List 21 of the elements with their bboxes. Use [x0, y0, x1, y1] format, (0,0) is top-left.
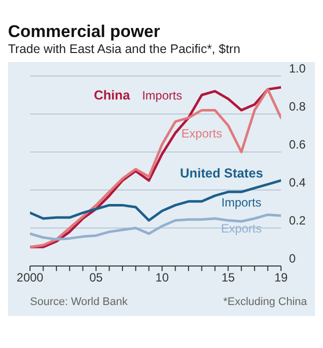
- y-tick-label: 0.8: [289, 99, 306, 114]
- text: *Excluding China: [223, 296, 307, 308]
- y-tick-label: 0.4: [289, 175, 306, 190]
- chart-title: Commercial power: [8, 22, 162, 42]
- x-tick-label: 15: [221, 270, 236, 285]
- series-label: Imports: [142, 88, 182, 102]
- chart-subtitle: Trade with East Asia and the Pacific*, $trn: [8, 42, 242, 58]
- series-label: Imports: [221, 196, 262, 210]
- y-tick-label: 0: [289, 251, 296, 266]
- x-tick-label: 05: [89, 270, 104, 285]
- y-tick-label: 0.6: [289, 137, 306, 152]
- y-tick-label: 0.2: [289, 213, 306, 228]
- annotation: United States: [180, 166, 264, 181]
- series-label: Exports: [181, 126, 222, 140]
- x-tick-label: 10: [155, 270, 170, 285]
- x-tick-label: 2000: [16, 270, 44, 285]
- series-label: Exports: [221, 221, 262, 236]
- y-tick-label: 1.0: [289, 61, 306, 76]
- x-tick-label: 19: [274, 270, 288, 285]
- annotation: China: [94, 88, 131, 103]
- source-note: Source: World Bank: [30, 296, 128, 308]
